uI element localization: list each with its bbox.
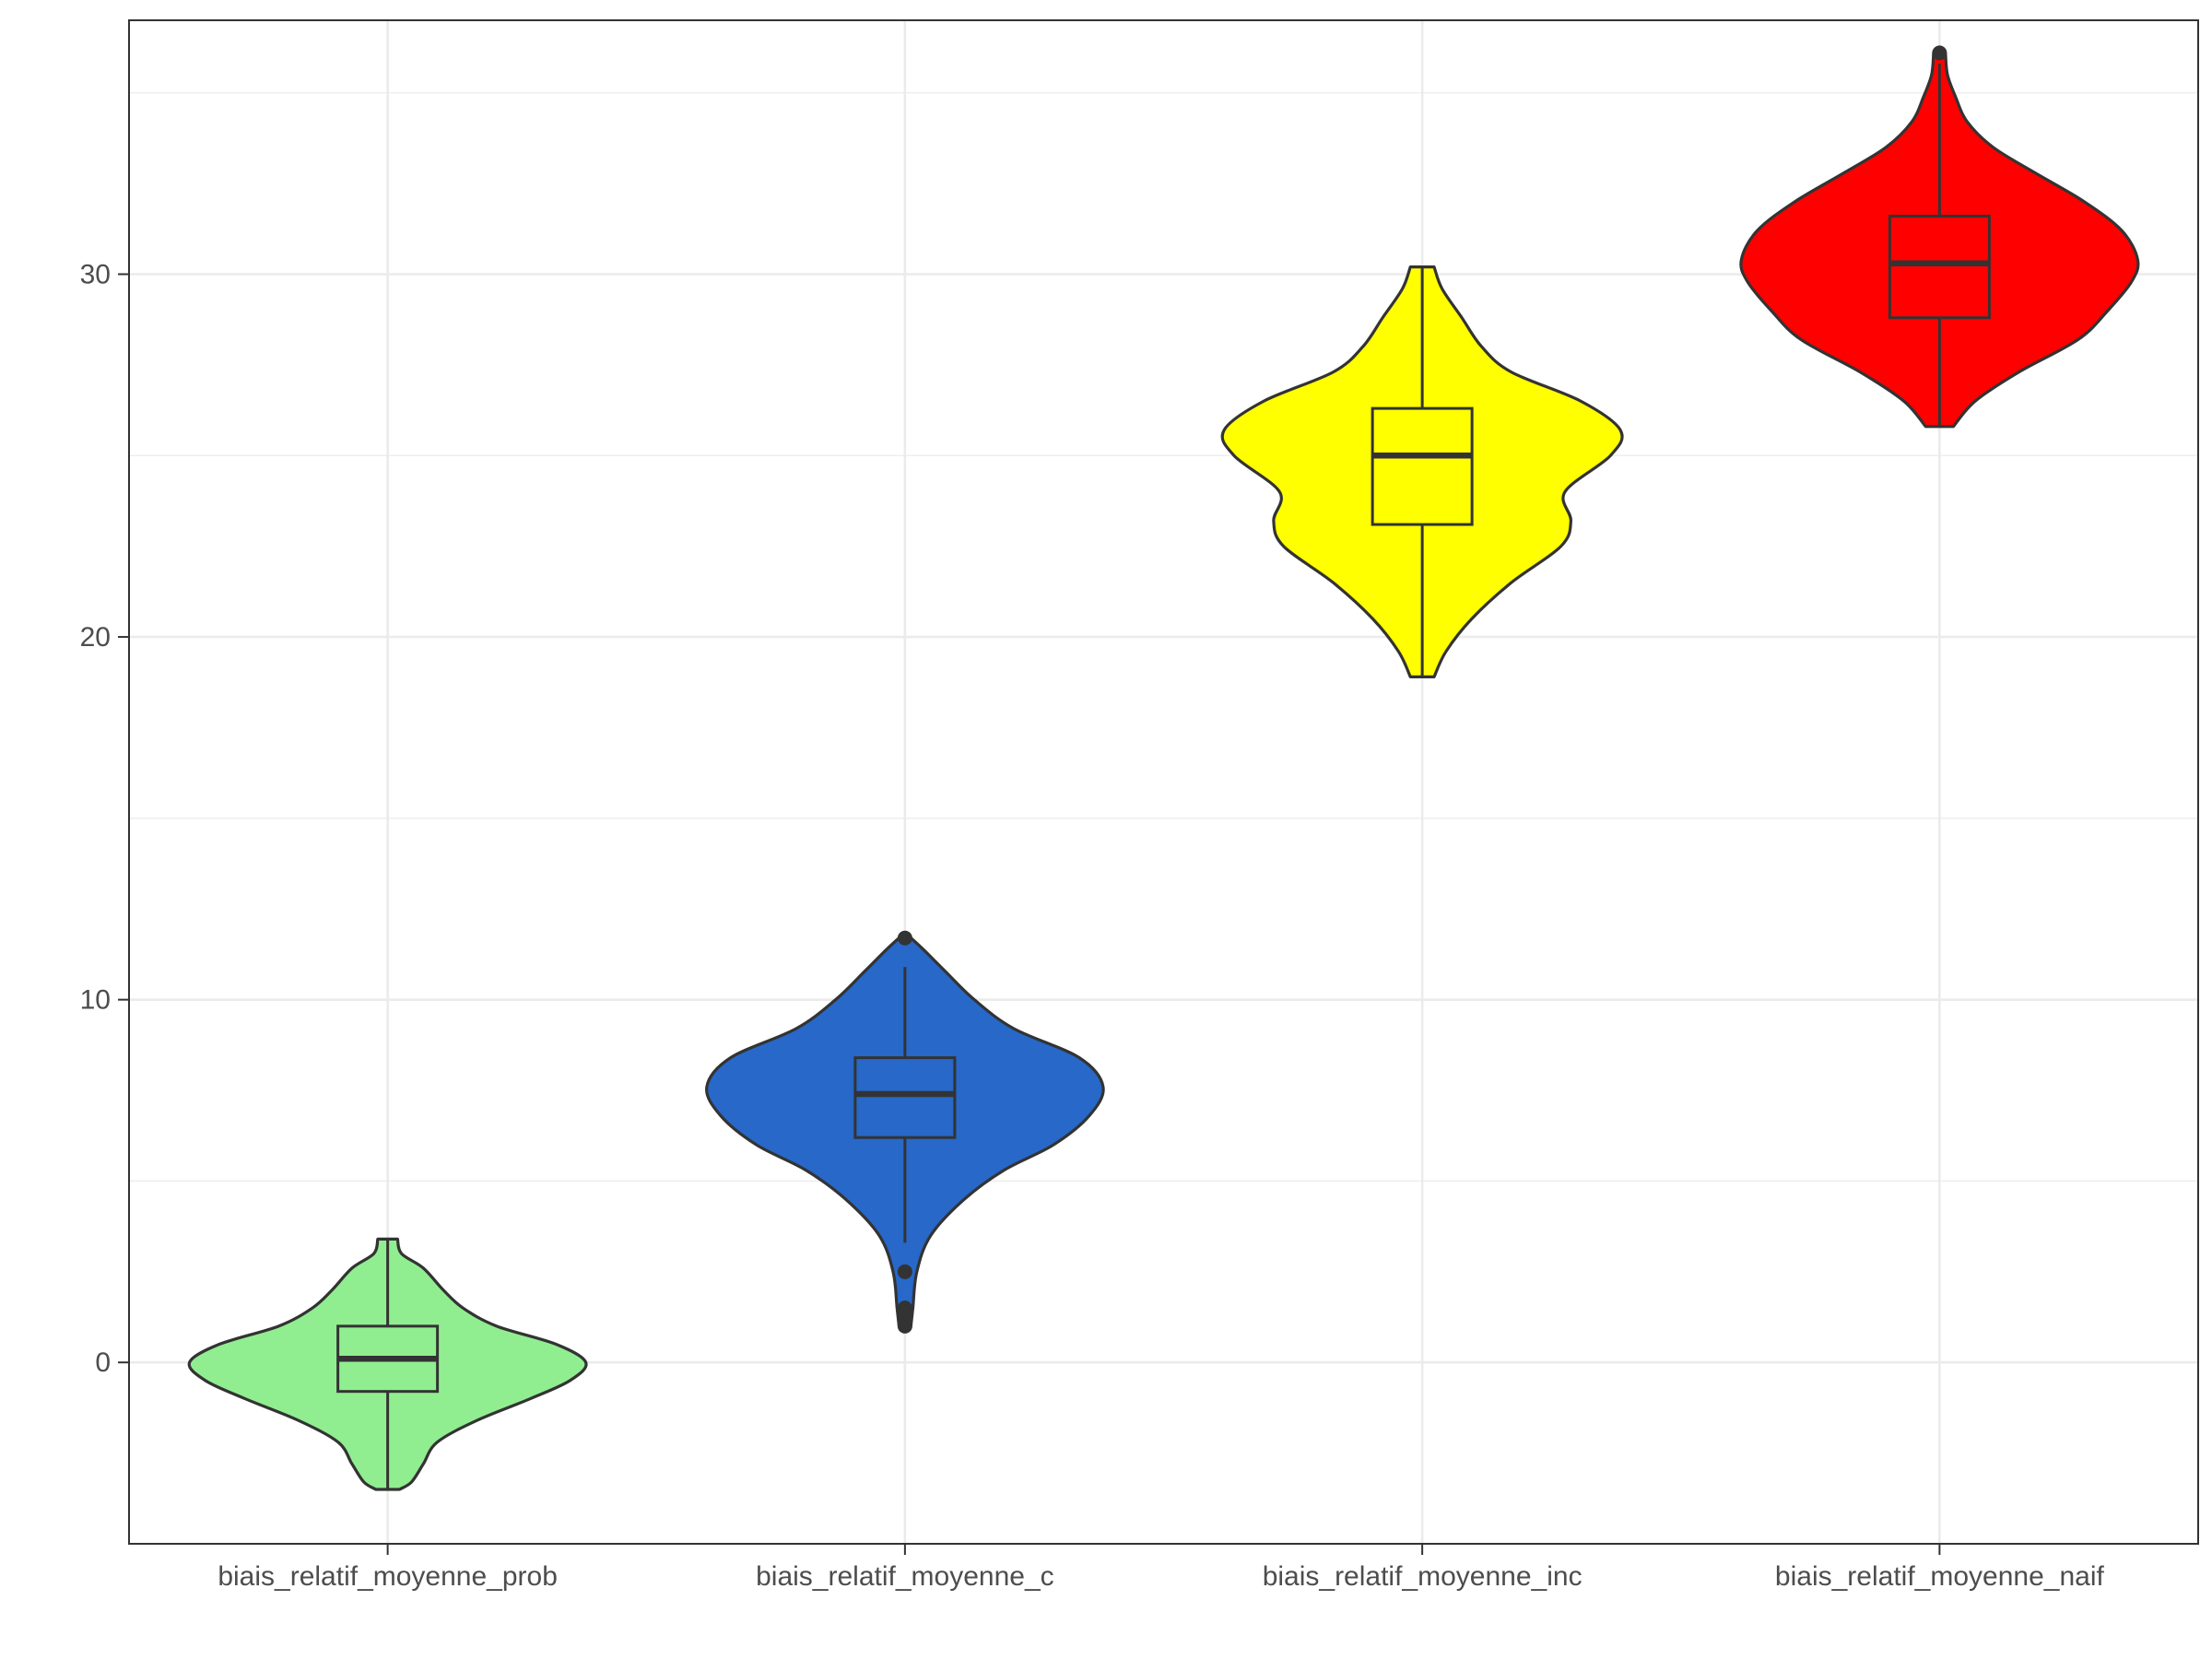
outlier-point [897,1300,912,1316]
violin-group [1739,45,2140,429]
outlier-point [1932,45,1947,61]
y-tick-label: 0 [95,1347,111,1378]
violin-layer [187,45,2140,1491]
box-iqr [853,1056,957,1139]
x-tick-label: biais_relatif_moyenne_c [756,1561,1054,1592]
y-tick-label: 30 [80,260,111,290]
box-iqr [1888,215,1991,320]
violin-group [705,930,1105,1334]
x-tick-label: biais_relatif_moyenne_prob [218,1561,558,1592]
y-tick-label: 10 [80,985,111,1016]
outlier-point [897,1264,912,1279]
plot-panel-border [128,19,2199,1545]
violin-group [1220,265,1624,678]
box-iqr [1371,406,1474,526]
outlier-point [897,930,912,946]
y-tick-label: 20 [80,622,111,653]
x-tick-label: biais_relatif_moyenne_inc [1263,1561,1583,1592]
axis-layer: 0 10 20 30 biais_relatif_moyenne_prob biais_r… [80,260,2105,1593]
violin-group [187,1237,588,1491]
x-tick-label: biais_relatif_moyenne_naif [1775,1561,2105,1592]
